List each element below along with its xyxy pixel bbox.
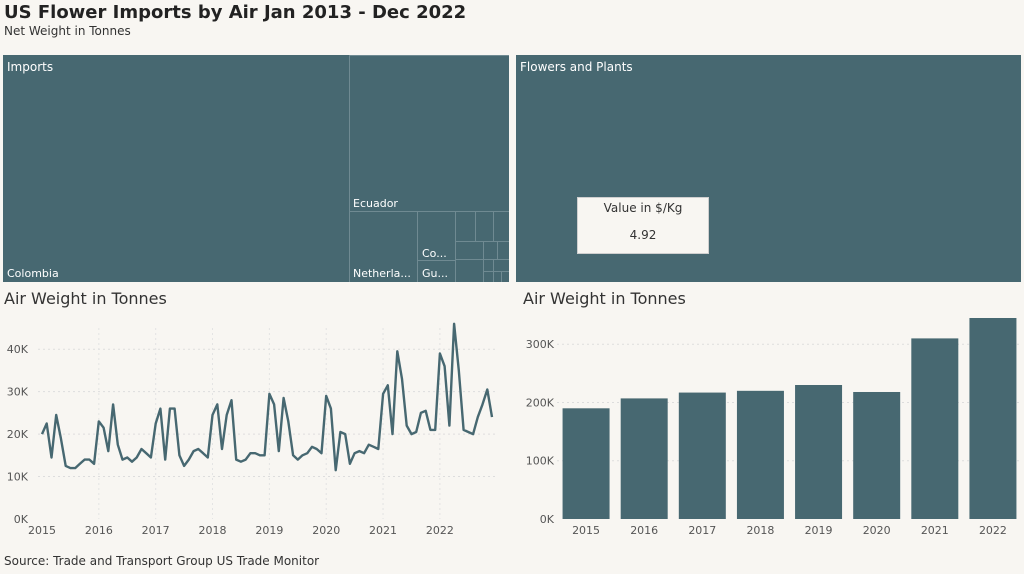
line-x-tick-label: 2016 [85,524,113,537]
treemap-label-netherlands: Netherla... [353,267,411,280]
bar-2018 [736,390,784,519]
line-x-tick-label: 2021 [369,524,397,537]
treemap-cell-small[interactable] [493,211,509,241]
bar-x-tick-label: 2022 [979,524,1007,537]
bar-2016 [620,398,668,519]
bar-y-tick-label: 100K [526,455,555,468]
treemap-cell-small[interactable] [455,259,483,282]
page-title: US Flower Imports by Air Jan 2013 - Dec … [4,2,467,23]
treemap-cell-gu[interactable] [417,260,455,282]
treemap-cell-small[interactable] [501,271,509,282]
treemap-cell-ecuador[interactable] [349,55,509,282]
bar-2022 [969,318,1017,519]
treemap-title-imports: Imports [7,60,54,74]
treemap-cell-small[interactable] [483,241,497,259]
line-y-tick-label: 40K [7,343,29,356]
page-subtitle: Net Weight in Tonnes [4,24,131,38]
line-y-tick-label: 0K [14,513,29,526]
bar-y-tick-label: 200K [526,396,555,409]
bar-chart-title: Air Weight in Tonnes [523,289,686,308]
treemap-cell-small[interactable] [475,211,493,241]
bar-2021 [911,338,959,519]
bar-x-tick-label: 2017 [688,524,716,537]
treemap-cell-small[interactable] [483,259,493,271]
treemap-cell-small[interactable] [455,241,483,259]
treemap-title-flowers: Flowers and Plants [520,60,633,74]
bar-x-tick-label: 2019 [805,524,833,537]
bar-x-tick-label: 2015 [572,524,600,537]
treemap-cell-small[interactable] [493,259,509,271]
line-x-tick-label: 2019 [255,524,283,537]
bar-x-tick-label: 2018 [746,524,774,537]
value-per-kg-card: Value in $/Kg 4.92 [577,197,709,254]
line-x-tick-label: 2017 [142,524,170,537]
treemap-cell-netherlands[interactable] [349,211,417,282]
treemap-label-co: Co... [422,247,447,260]
treemap-label-colombia: Colombia [7,267,59,280]
line-chart-title: Air Weight in Tonnes [4,289,167,308]
value-per-kg-value: 4.92 [629,228,657,242]
source-note: Source: Trade and Transport Group US Tra… [4,554,320,568]
bar-chart[interactable]: 0K 100K 200K 300K 2015 2016 2017 2018 2019 2020 20… [512,318,1022,548]
treemap-label-ecuador: Ecuador [353,197,398,210]
treemap-label-gu: Gu... [422,267,448,280]
bar-y-tick-label: 0K [540,513,555,526]
treemap-cell-small[interactable] [497,241,509,259]
line-x-tick-label: 2020 [312,524,340,537]
treemap-cell-small[interactable] [493,271,501,282]
treemap-cell-small[interactable] [455,211,475,241]
bar-2017 [678,392,726,519]
line-x-tick-label: 2022 [426,524,454,537]
line-y-tick-label: 20K [7,428,29,441]
line-x-tick-label: 2015 [28,524,56,537]
imports-treemap[interactable]: Imports Colombia Ecuador Netherla... Co.… [3,55,509,282]
line-y-tick-label: 30K [7,386,29,399]
bar-y-tick-label: 300K [526,338,555,351]
line-x-tick-label: 2018 [199,524,227,537]
value-per-kg-label: Value in $/Kg [603,201,683,215]
bar-2020 [853,391,901,519]
bar-x-tick-label: 2020 [863,524,891,537]
bar-2019 [795,385,843,519]
line-series [40,322,494,472]
line-y-tick-label: 10K [7,471,29,484]
treemap-cell-small[interactable] [483,271,493,282]
treemap-cell-co[interactable] [417,211,455,260]
bar-x-tick-label: 2021 [921,524,949,537]
line-chart[interactable]: 0K 10K 20K 30K 40K 2015 2016 2017 2018 2019 2020 20… [0,318,510,548]
bar-x-tick-label: 2016 [630,524,658,537]
bar-2015 [562,408,610,519]
